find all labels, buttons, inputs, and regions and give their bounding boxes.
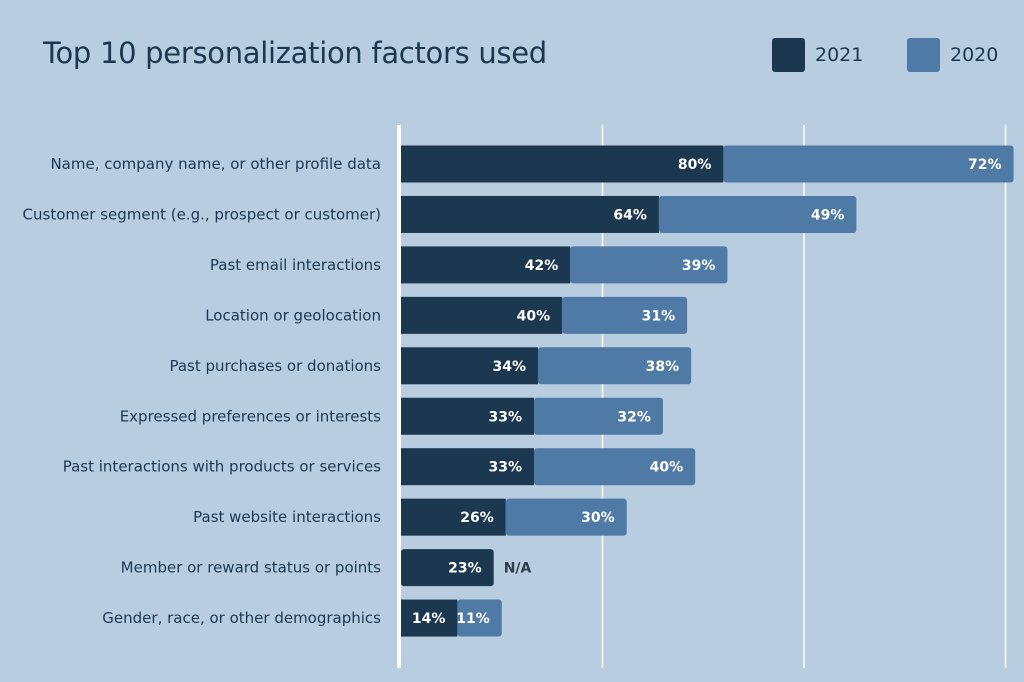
data-label-2021: 33% <box>488 460 522 476</box>
data-label-2021: 34% <box>493 359 527 375</box>
category-label: Location or geolocation <box>205 306 381 324</box>
data-label-2020: 38% <box>646 359 680 375</box>
bar-2020 <box>658 195 857 233</box>
data-label-2020: 40% <box>650 460 684 476</box>
legend-swatch-2021 <box>772 38 805 72</box>
category-label: Member or reward status or points <box>121 559 382 577</box>
category-label: Name, company name, or other profile dat… <box>50 155 381 173</box>
bar-2020 <box>570 246 728 284</box>
bar-2021 <box>401 549 494 587</box>
legend-item-2020: 2020 <box>907 38 998 72</box>
legend-label-2021: 2021 <box>815 44 864 66</box>
legend-item-2021: 2021 <box>772 38 863 72</box>
bar-2020 <box>533 397 663 435</box>
bar-2020 <box>538 347 692 385</box>
data-label-2020: 11% <box>456 611 490 627</box>
data-label-2020: 32% <box>617 409 651 425</box>
data-label-2021: 26% <box>460 510 494 526</box>
bar-2021 <box>401 195 659 233</box>
category-label: Expressed preferences or interests <box>120 407 381 425</box>
category-label: Customer segment (e.g., prospect or cust… <box>23 205 381 223</box>
chart-title: Top 10 personalization factors used <box>43 36 547 70</box>
bar-2020 <box>723 145 1014 183</box>
category-label: Past email interactions <box>210 256 381 274</box>
bar-2020 <box>562 296 688 334</box>
bar-2021 <box>401 448 534 486</box>
data-label-2020: 49% <box>811 207 845 223</box>
data-label-2020: 39% <box>682 258 716 274</box>
bar-2021 <box>401 498 506 536</box>
data-label-2021: 42% <box>525 258 559 274</box>
missing-label: N/A <box>504 561 532 577</box>
bar-2021 <box>401 599 458 637</box>
data-label-2021: 64% <box>613 207 647 223</box>
data-label-2021: 33% <box>488 409 522 425</box>
data-label-2020: 31% <box>642 308 676 324</box>
legend-label-2020: 2020 <box>950 44 999 66</box>
data-label-2021: 40% <box>517 308 551 324</box>
data-label-2021: 14% <box>412 611 446 627</box>
bar-2020 <box>457 599 502 637</box>
category-label: Gender, race, or other demographics <box>102 609 381 627</box>
bar-2021 <box>401 246 571 284</box>
legend-swatch-2020 <box>907 38 940 72</box>
category-label: Past purchases or donations <box>169 357 381 375</box>
bar-2020 <box>533 448 696 486</box>
category-label: Past interactions with products or servi… <box>63 458 381 476</box>
data-label-2020: 30% <box>581 510 615 526</box>
bar-2021 <box>401 296 563 334</box>
bar-2021 <box>401 145 724 183</box>
bar-2021 <box>401 347 539 385</box>
data-label-2020: 72% <box>968 157 1002 173</box>
bar-2020 <box>505 498 627 536</box>
category-label: Past website interactions <box>193 508 381 526</box>
data-label-2021: 80% <box>678 157 712 173</box>
data-label-2021: 23% <box>448 561 482 577</box>
bar-2021 <box>401 397 534 435</box>
